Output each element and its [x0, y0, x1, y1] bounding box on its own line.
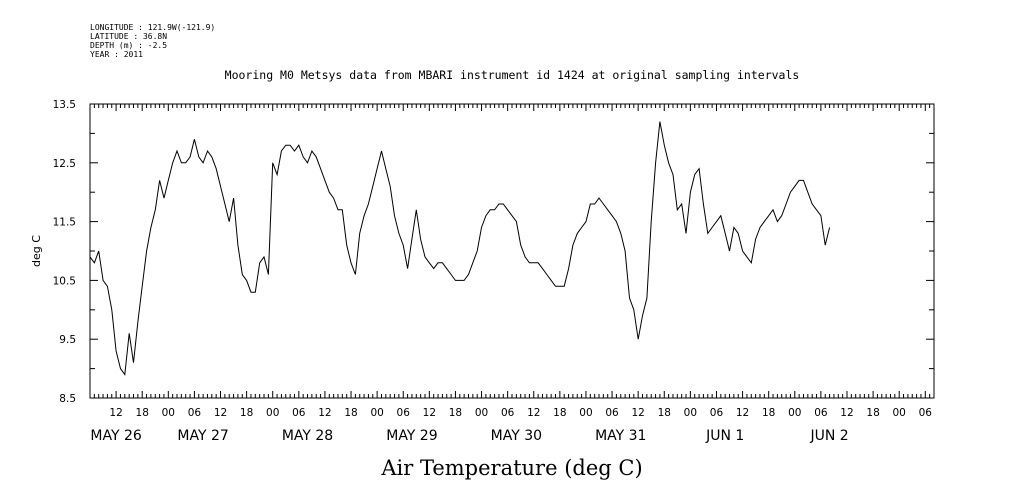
x-tick-label: 06: [292, 407, 306, 419]
date-label: MAY 28: [282, 428, 333, 444]
x-tick-label: 18: [658, 407, 671, 419]
x-tick-label: 00: [266, 407, 279, 419]
date-label: MAY 29: [386, 428, 437, 444]
metadata-block: LONGITUDE : 121.9W(-121.9) LATITUDE : 36…: [90, 23, 215, 59]
x-tick-label: 06: [605, 407, 619, 419]
y-axis-label: deg C: [30, 235, 43, 267]
x-tick-label: 06: [710, 407, 724, 419]
metadata-line: YEAR : 2011: [90, 50, 143, 59]
y-tick-label: 9.5: [59, 334, 76, 346]
y-tick-label: 12.5: [53, 158, 76, 170]
x-tick-label: 18: [449, 407, 462, 419]
y-tick-label: 13.5: [53, 99, 76, 111]
x-tick-label: 06: [188, 407, 202, 419]
x-tick-label: 12: [318, 407, 331, 419]
date-label: MAY 27: [177, 428, 228, 444]
x-tick-label: 00: [893, 407, 906, 419]
x-tick-label: 00: [579, 407, 592, 419]
x-tick-label: 06: [814, 407, 828, 419]
x-tick-label: 18: [762, 407, 775, 419]
x-tick-label: 12: [109, 407, 122, 419]
x-tick-label: 00: [162, 407, 175, 419]
date-label: JUN 1: [705, 428, 744, 444]
y-tick-label: 11.5: [53, 217, 76, 229]
date-label: MAY 30: [491, 428, 542, 444]
x-axis: 12 18 00 06 12 18 00 06 12 18 00 06 12 18 00 06 12 18 00 06…: [89, 104, 935, 444]
air-temperature-line: [89, 121, 831, 376]
x-tick-label: 00: [475, 407, 488, 419]
x-tick-label: 12: [736, 407, 749, 419]
x-tick-label: 00: [684, 407, 697, 419]
metadata-line: DEPTH (m) : -2.5: [90, 41, 167, 50]
x-tick-label: 00: [370, 407, 383, 419]
y-tick-label: 8.5: [59, 393, 76, 405]
x-tick-label: 18: [240, 407, 253, 419]
x-tick-label: 00: [788, 407, 801, 419]
series-layer: [89, 121, 831, 376]
x-axis-caption: Air Temperature (deg C): [380, 456, 642, 480]
x-tick-label: 12: [527, 407, 540, 419]
metadata-line: LATITUDE : 36.8N: [90, 32, 167, 41]
x-tick-label: 06: [919, 407, 933, 419]
x-tick-label: 12: [631, 407, 644, 419]
y-tick-label: 10.5: [53, 275, 76, 287]
x-tick-label: 18: [344, 407, 357, 419]
plot-frame: [89, 103, 935, 399]
x-tick-label: 18: [866, 407, 879, 419]
date-label: JUN 2: [809, 428, 848, 444]
x-tick-label: 06: [397, 407, 411, 419]
x-tick-label: 06: [501, 407, 515, 419]
date-label: MAY 31: [595, 428, 646, 444]
x-tick-label: 18: [553, 407, 566, 419]
x-tick-label: 18: [136, 407, 149, 419]
metadata-line: LONGITUDE : 121.9W(-121.9): [90, 23, 215, 32]
x-tick-label: 12: [423, 407, 436, 419]
x-tick-label: 12: [214, 407, 227, 419]
date-label: MAY 26: [90, 428, 141, 444]
y-axis: 8.5 9.5 10.5 11.5 12.5 13.5: [53, 99, 934, 405]
x-tick-label: 12: [840, 407, 853, 419]
chart-title: Mooring M0 Metsys data from MBARI instru…: [225, 68, 800, 82]
